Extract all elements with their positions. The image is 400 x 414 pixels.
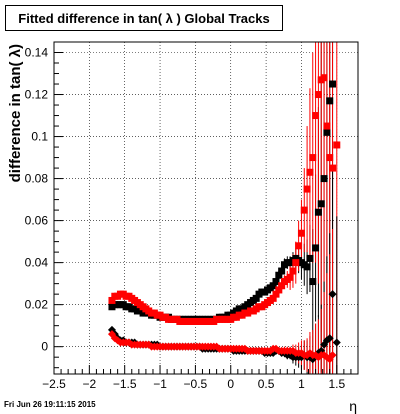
data-point [252,294,260,302]
data-point [289,267,297,275]
data-point [325,334,334,343]
y-tick-label: 0.1 [31,130,48,144]
y-tick-label: 0.06 [25,214,49,228]
x-tick-label: −1.5 [113,377,137,391]
chart-title: Fitted difference in tan( λ ) Global Tra… [5,5,283,31]
axis-tick-labels: −2.5 −2 −1.5 −1 −0.5 0 0.5 1 1.5 0 0.02 0.04 0.06 0.0… [25,46,346,391]
y-tick-label: 0.08 [25,172,49,186]
x-tick-label: 0 [227,377,234,391]
data-point [300,206,308,214]
data-point [326,154,334,162]
x-tick-label: −1 [153,377,167,391]
data-point [309,278,317,286]
data-point [312,244,320,252]
data-point [292,259,300,267]
x-tick-label: −2 [83,377,97,391]
data-point [314,91,322,99]
data-point [329,164,337,172]
x-tick-label: 1 [298,377,305,391]
x-axis-label: η [349,398,357,414]
data-point [314,208,322,216]
data-point [286,273,294,281]
data-point [278,267,286,275]
data-point [275,286,283,294]
y-tick-label: 0.02 [25,298,49,312]
x-tick-label: 1.5 [328,377,345,391]
timestamp-footer: Fri Jun 26 19:11:15 2015 [4,400,96,409]
x-tick-label: −2.5 [42,377,66,391]
y-tick-label: 0 [41,340,48,354]
data-point [328,290,337,299]
y-axis-label: difference in tan( λ) [7,44,24,182]
data-point [306,168,314,176]
data-point [320,74,328,82]
data-point [295,242,303,250]
data-point [328,351,337,360]
data-point [303,263,311,271]
y-tick-label: 0.04 [25,256,49,270]
data-point [326,97,334,105]
plot-frame [53,41,359,375]
x-tick-label: 0.5 [258,377,275,391]
data-point [108,296,116,304]
data-point [303,185,311,193]
x-tick-label: −0.5 [184,377,208,391]
data-point [306,254,314,262]
axis-ticks [53,52,352,374]
data-point [320,175,328,183]
data-point [309,154,317,162]
data-point [297,229,305,237]
data-point [278,282,286,290]
data-point [323,122,331,130]
data-point [332,338,341,347]
data-point [312,112,320,120]
data-point [269,294,277,302]
data-markers [107,74,341,364]
data-point [323,128,331,136]
y-tick-label: 0.12 [25,88,49,102]
data-point [329,80,337,88]
data-point [269,282,277,290]
data-point [333,141,341,149]
data-point [272,290,280,298]
y-tick-label: 0.14 [25,46,49,60]
data-point [275,271,283,279]
data-point [317,200,325,208]
data-point [272,278,280,286]
